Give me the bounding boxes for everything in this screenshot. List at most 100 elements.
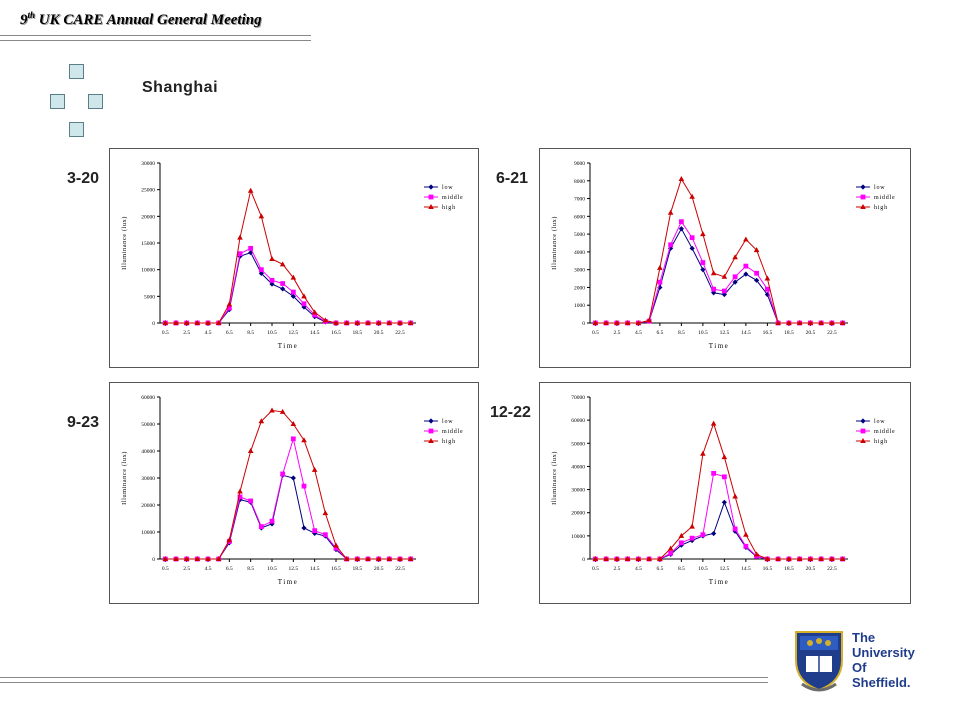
data-point-high [657, 556, 663, 561]
x-tick-label: 22.5 [827, 566, 837, 572]
x-tick-label: 0.5 [162, 566, 169, 572]
data-point-middle [721, 474, 727, 480]
x-tick-label: 8.5 [678, 330, 685, 336]
data-point-high [375, 320, 382, 325]
shield-icon [795, 631, 843, 692]
series-line-high [165, 409, 411, 560]
date-label-2: 6-21 [496, 170, 529, 187]
header-rule-top [0, 35, 311, 36]
data-point-high [173, 320, 179, 325]
x-tick-label: 10.5 [267, 566, 277, 572]
title-number: 9 [20, 12, 28, 28]
data-point-middle [689, 535, 695, 541]
x-axis-label: Time [709, 578, 730, 586]
legend-label: low [874, 185, 885, 191]
x-tick-label: 0.5 [592, 330, 599, 336]
data-point-middle [226, 305, 232, 311]
data-point-high [624, 556, 631, 561]
x-tick-label: 22.5 [395, 566, 405, 572]
data-point-middle [711, 286, 717, 292]
data-point-high [397, 320, 403, 325]
data-point-high [333, 320, 339, 325]
date-label-1: 3-20 [67, 170, 100, 187]
y-tick-label: 0 [152, 557, 155, 563]
x-tick-label: 2.5 [183, 566, 190, 572]
data-point-low [269, 281, 275, 287]
legend-label: high [442, 205, 456, 211]
y-axis-label: Illuminance (lux) [551, 216, 558, 270]
chart-1: 0 5000 10000 15000 20000 25000 30000 0.5 2.5 4.5 6… [121, 161, 463, 350]
y-tick-label: 0 [582, 557, 585, 563]
data-point-middle [269, 518, 275, 524]
series-line-middle [595, 472, 843, 560]
data-point-middle [312, 528, 318, 534]
data-point-high [818, 556, 824, 561]
data-point-high [657, 264, 663, 270]
data-point-high [667, 209, 674, 215]
legend-marker [860, 418, 866, 424]
legend-marker [428, 204, 434, 209]
data-point-middle [301, 301, 307, 307]
data-point-high [375, 556, 382, 561]
chart-4: 0 10000 20000 30000 40000 50000 60000 70000 0.5 2… [551, 395, 895, 586]
data-point-high [710, 420, 717, 426]
y-tick-label: 70000 [571, 395, 585, 401]
x-tick-label: 2.5 [183, 330, 190, 336]
data-point-middle [743, 263, 749, 269]
y-tick-label: 30000 [141, 476, 155, 482]
data-point-high [162, 556, 169, 561]
y-tick-label: 8000 [574, 179, 585, 185]
series-line-low [595, 500, 843, 560]
data-point-high [237, 234, 243, 240]
legend-label: low [874, 419, 885, 425]
chart-panel-4: 0 10000 20000 30000 40000 50000 60000 70000 0.5 2… [539, 382, 911, 604]
y-tick-label: 10000 [141, 268, 155, 274]
chart-2: 0 1000 2000 3000 4000 5000 6000 7000 8000 9000 0.5… [551, 161, 895, 350]
y-tick-label: 20000 [141, 503, 155, 509]
footer-rule-top [0, 677, 768, 678]
data-point-middle [700, 260, 706, 265]
x-tick-label: 12.5 [289, 330, 299, 336]
data-point-high [839, 320, 846, 325]
series-line-middle [165, 436, 411, 560]
y-tick-label: 20000 [141, 214, 155, 220]
data-point-middle [248, 498, 254, 504]
data-point-high [183, 320, 190, 325]
y-tick-label: 5000 [574, 232, 585, 238]
data-point-high [301, 293, 307, 299]
series-line-low [165, 474, 411, 560]
x-tick-label: 18.5 [784, 330, 794, 336]
data-point-high [258, 418, 265, 424]
y-tick-label: 3000 [574, 268, 585, 274]
y-tick-label: 40000 [571, 464, 585, 470]
data-point-high [689, 523, 695, 529]
data-point-middle [290, 436, 296, 442]
legend-label: low [442, 185, 453, 191]
data-point-high [614, 556, 620, 561]
data-point-high [753, 247, 760, 253]
x-axis-label: Time [709, 342, 730, 350]
data-point-high [775, 320, 781, 325]
x-tick-label: 20.5 [374, 330, 384, 336]
x-tick-label: 14.5 [741, 330, 751, 336]
legend-label: high [874, 205, 888, 211]
data-point-high [764, 556, 771, 561]
data-point-middle [700, 532, 706, 538]
x-tick-label: 18.5 [353, 566, 363, 572]
data-point-high [646, 556, 652, 561]
chart-3: 0 10000 20000 30000 40000 50000 60000 0.5 2.5 4.5… [121, 395, 463, 586]
data-point-high [269, 256, 275, 261]
y-axis-label: Illuminance (lux) [121, 216, 128, 270]
data-point-middle [301, 483, 307, 489]
y-tick-label: 50000 [571, 441, 585, 447]
data-point-low [689, 245, 695, 251]
x-tick-label: 0.5 [162, 330, 169, 336]
data-point-middle [290, 289, 296, 295]
y-axis-label: Illuminance (lux) [551, 451, 558, 505]
data-point-high [215, 320, 222, 325]
data-point-low [721, 499, 727, 505]
data-point-middle [678, 219, 684, 225]
data-point-high [365, 556, 371, 561]
data-point-high [743, 236, 749, 242]
header-rule-bottom [0, 40, 311, 41]
